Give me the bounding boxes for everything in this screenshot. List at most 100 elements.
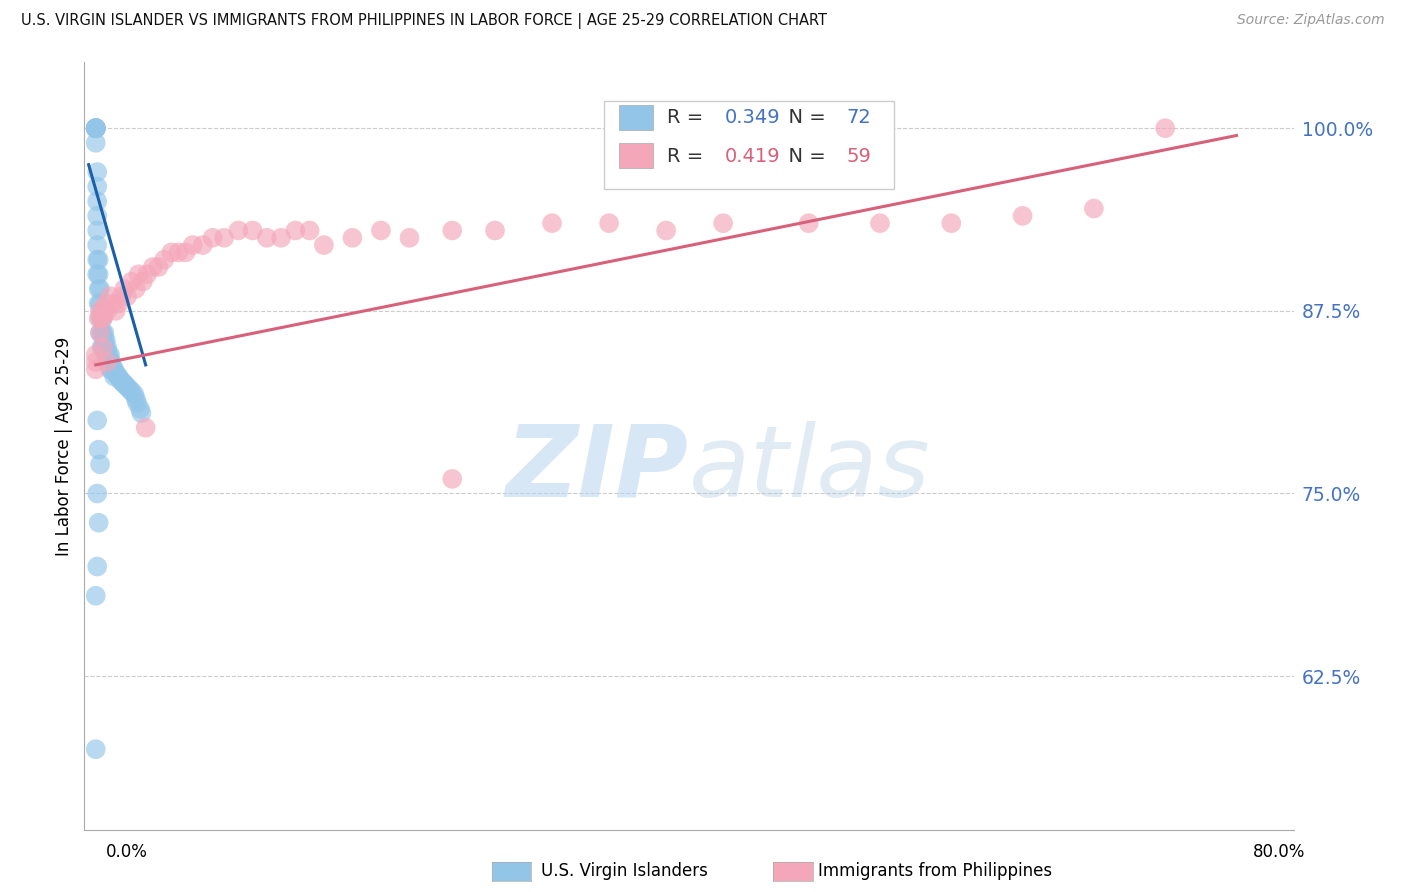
Point xyxy=(96,340,118,354)
Point xyxy=(93,303,115,318)
Point xyxy=(711,216,734,230)
Point xyxy=(91,311,114,326)
Point xyxy=(90,340,112,354)
Point xyxy=(90,311,112,326)
Point xyxy=(87,268,110,282)
Text: atlas: atlas xyxy=(689,420,931,517)
Bar xyxy=(619,143,652,169)
Point xyxy=(941,216,963,230)
Point xyxy=(174,245,197,260)
Point xyxy=(101,296,124,310)
Point xyxy=(89,303,111,318)
Point xyxy=(284,223,307,237)
Point xyxy=(86,179,108,194)
Point xyxy=(84,362,107,376)
Point xyxy=(110,374,132,388)
Text: R =: R = xyxy=(668,146,710,166)
Point xyxy=(142,260,165,274)
Point xyxy=(86,165,108,179)
Point xyxy=(84,589,107,603)
Text: N =: N = xyxy=(776,108,832,128)
Point xyxy=(135,421,157,435)
Text: 80.0%: 80.0% xyxy=(1253,843,1306,861)
Point xyxy=(129,401,152,416)
Text: ZIP: ZIP xyxy=(506,420,689,517)
Point xyxy=(256,231,278,245)
Point xyxy=(87,311,110,326)
Point xyxy=(125,392,148,406)
Point xyxy=(212,231,235,245)
Point xyxy=(86,194,108,209)
Point xyxy=(441,223,464,237)
Point xyxy=(370,223,392,237)
Point xyxy=(107,296,129,310)
Point xyxy=(94,296,117,310)
Point xyxy=(87,516,110,530)
Point xyxy=(103,362,125,376)
Point xyxy=(96,303,118,318)
Point xyxy=(89,326,111,340)
Point xyxy=(98,289,121,303)
Point xyxy=(96,355,118,369)
Point xyxy=(114,378,136,392)
Point xyxy=(98,348,121,362)
Point xyxy=(87,282,110,296)
Point xyxy=(131,406,153,420)
Point xyxy=(91,311,114,326)
Point xyxy=(541,216,564,230)
Point xyxy=(342,231,364,245)
Point xyxy=(104,303,127,318)
Point xyxy=(84,121,107,136)
Point xyxy=(96,348,118,362)
Y-axis label: In Labor Force | Age 25-29: In Labor Force | Age 25-29 xyxy=(55,336,73,556)
Point xyxy=(98,355,121,369)
Point xyxy=(93,340,115,354)
Point xyxy=(100,362,122,376)
Point xyxy=(94,340,117,354)
Point xyxy=(86,486,108,500)
Text: U.S. VIRGIN ISLANDER VS IMMIGRANTS FROM PHILIPPINES IN LABOR FORCE | AGE 25-29 C: U.S. VIRGIN ISLANDER VS IMMIGRANTS FROM … xyxy=(21,13,827,29)
Point xyxy=(132,275,155,289)
Point xyxy=(98,362,121,376)
Point xyxy=(91,340,114,354)
Point xyxy=(87,442,110,457)
Point xyxy=(89,311,111,326)
Point xyxy=(160,245,183,260)
Point xyxy=(127,396,149,410)
Point xyxy=(84,121,107,136)
Point xyxy=(484,223,506,237)
Point xyxy=(105,368,128,383)
Point xyxy=(90,326,112,340)
Point xyxy=(153,252,176,267)
Point xyxy=(86,223,108,237)
Point xyxy=(100,355,122,369)
Point xyxy=(1083,202,1105,216)
Point xyxy=(89,326,111,340)
Point xyxy=(87,296,110,310)
Point xyxy=(242,223,264,237)
Point xyxy=(90,311,112,326)
Point xyxy=(1011,209,1033,223)
Point xyxy=(108,372,131,386)
Text: U.S. Virgin Islanders: U.S. Virgin Islanders xyxy=(541,863,709,880)
Point xyxy=(167,245,190,260)
Point xyxy=(84,121,107,136)
Point xyxy=(104,367,127,381)
Point xyxy=(125,282,148,296)
Point xyxy=(797,216,820,230)
Point xyxy=(94,348,117,362)
Text: Immigrants from Philippines: Immigrants from Philippines xyxy=(818,863,1053,880)
Point xyxy=(118,383,141,397)
Point xyxy=(84,121,107,136)
Point xyxy=(84,355,107,369)
Point xyxy=(86,413,108,427)
Point xyxy=(122,387,145,401)
Point xyxy=(103,369,125,384)
Point xyxy=(120,275,142,289)
Point xyxy=(191,238,214,252)
Point xyxy=(91,340,114,354)
Text: N =: N = xyxy=(776,146,832,166)
Point xyxy=(94,333,117,347)
Point xyxy=(312,238,335,252)
Point xyxy=(655,223,678,237)
